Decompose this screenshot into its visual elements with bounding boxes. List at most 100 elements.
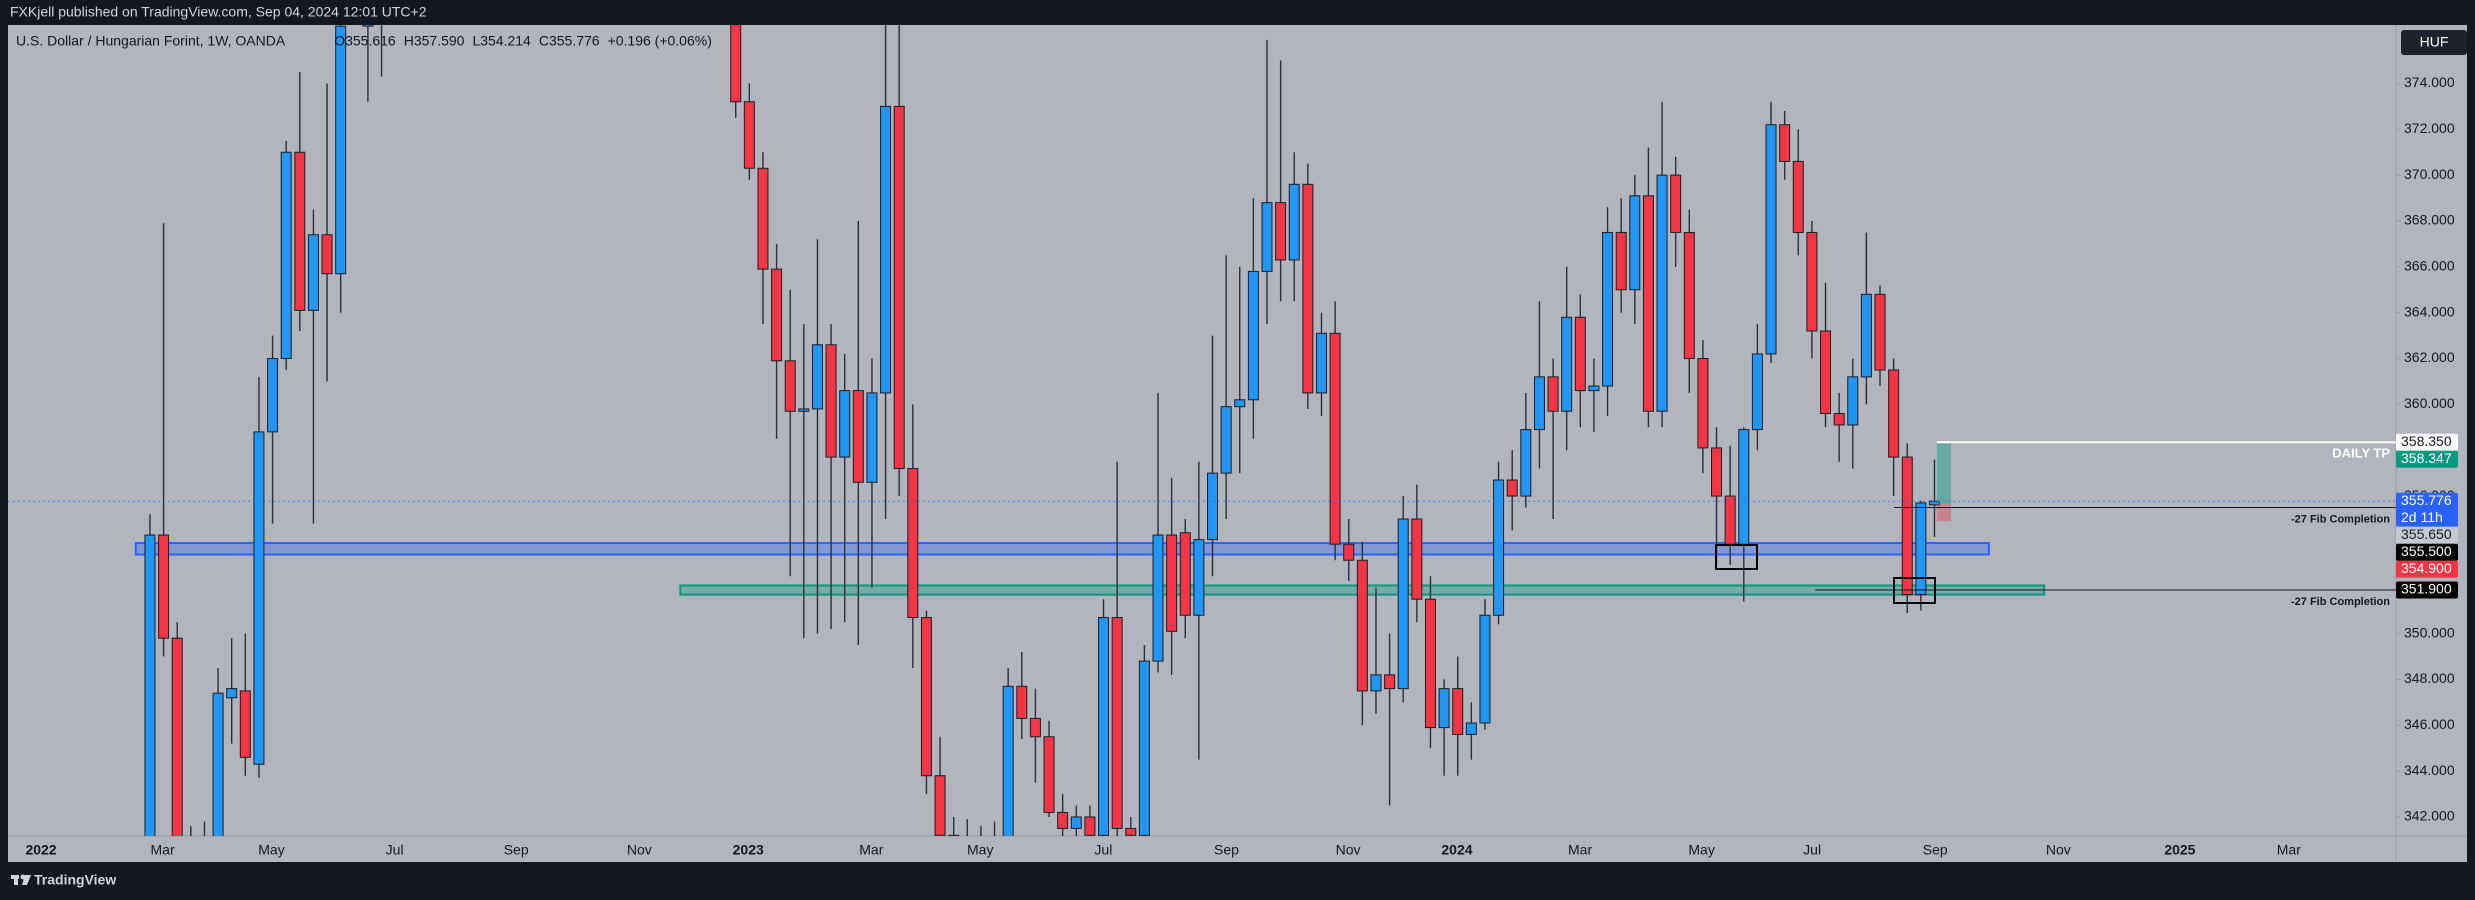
price-tag-countdown: 2d 11h [2401, 509, 2443, 525]
y-tick-label: 372.000 [2404, 120, 2455, 136]
candle-body [825, 344, 837, 458]
y-tick-label: 366.000 [2404, 258, 2455, 274]
y-tick-label: 348.000 [2404, 670, 2455, 686]
price-tag-label: 355.650 [2401, 526, 2452, 542]
x-tick-label: 2025 [2164, 842, 2195, 858]
candle-body [893, 105, 905, 470]
plot-area [8, 25, 2396, 836]
candle-body [335, 25, 347, 275]
position-stop [1936, 504, 1952, 522]
price-tag [2396, 433, 2458, 451]
candle-body [866, 392, 878, 483]
x-tick-label: Jul [1094, 842, 1112, 858]
candle-body [1220, 406, 1232, 474]
candle-body [1561, 316, 1573, 412]
y-tick-label: 362.000 [2404, 349, 2455, 365]
candle-body [1765, 124, 1777, 355]
x-tick-label: Mar [859, 842, 883, 858]
candle-body [1629, 195, 1641, 291]
candle-body [1234, 399, 1246, 408]
x-tick-label: Sep [1923, 842, 1948, 858]
ohlc-value: L354.214 [472, 33, 531, 49]
candle-body [1315, 332, 1327, 394]
candle-body [934, 775, 946, 836]
candle-body [294, 151, 306, 311]
candle-body [1493, 479, 1505, 616]
candle-body [1697, 358, 1709, 449]
price-tag-label: 358.350 [2401, 433, 2452, 449]
candle-body [1356, 559, 1368, 692]
candle-body [1329, 332, 1341, 545]
x-tick-label: Mar [151, 842, 175, 858]
x-tick-label: 2024 [1441, 842, 1472, 858]
candle-body [784, 360, 796, 412]
candle-body [1138, 660, 1150, 836]
price-tag-label: 358.347 [2401, 450, 2452, 466]
candle-body [280, 151, 292, 360]
x-tick-label: Mar [2277, 842, 2301, 858]
candle-body [226, 688, 238, 699]
candle-body [1302, 183, 1314, 394]
candle-body [948, 834, 960, 836]
candle-body [839, 390, 851, 458]
overlay: DAILY TP -27 Fib Completion -27 Fib Comple… [1715, 441, 2396, 608]
ohlc-value: O355.616 [334, 33, 396, 49]
logo-part [14, 875, 18, 885]
candle-body [1547, 376, 1559, 412]
x-tick-label: Sep [1214, 842, 1239, 858]
currency-badge[interactable] [2401, 30, 2467, 55]
candle-body [362, 25, 374, 27]
position-target [1936, 442, 1952, 505]
x-tick-label: 2022 [25, 842, 56, 858]
candle-body [1738, 429, 1750, 545]
logo-part [22, 875, 31, 885]
candle-body [743, 101, 755, 169]
candle-body [267, 358, 279, 433]
candle-body [1411, 518, 1423, 600]
ohlc-value: C355.776 [539, 33, 600, 49]
candle-body [1479, 614, 1491, 724]
x-tick-label: Jul [386, 842, 404, 858]
x-tick-label: May [967, 842, 993, 858]
candle-body [1247, 270, 1259, 401]
y-tick-label: 344.000 [2404, 762, 2455, 778]
price-tag-label: 355.776 [2401, 492, 2452, 508]
candle-body [1588, 385, 1600, 392]
ohlc-value: H357.590 [404, 33, 465, 49]
support-zone [134, 542, 1990, 556]
candle-body [1779, 124, 1791, 162]
candle-body [757, 167, 769, 270]
candle-body [1520, 429, 1532, 497]
ohlc-value: +0.196 (+0.06%) [608, 33, 712, 49]
candle-body [1098, 617, 1110, 836]
y-tick-label: 346.000 [2404, 716, 2455, 732]
candle-body [1602, 231, 1614, 387]
price-tag [2396, 560, 2458, 578]
x-tick-label: Mar [1568, 842, 1592, 858]
currency-label: HUF [2420, 34, 2449, 50]
y-tick-label: 364.000 [2404, 303, 2455, 319]
candle-body [1915, 502, 1927, 596]
ohlc-legend: O355.616 H357.590 L354.214 C355.776 +0.196 (… [334, 33, 712, 49]
price-tag [2396, 526, 2458, 544]
candle-body [907, 468, 919, 619]
candle-body [253, 431, 265, 765]
candle-body [730, 25, 742, 103]
x-tick-label: Jul [1803, 842, 1821, 858]
candle-body [1533, 376, 1545, 431]
candle-body [1642, 195, 1654, 412]
brand-name: TradingView [34, 872, 116, 888]
x-tick-label: Nov [2046, 842, 2071, 858]
candle-body [1574, 316, 1586, 392]
candle-body [1888, 369, 1900, 458]
candle-body [1152, 534, 1164, 662]
x-tick-label: Nov [1336, 842, 1361, 858]
y-tick-label: 350.000 [2404, 624, 2455, 640]
symbol-title: U.S. Dollar / Hungarian Forint, 1W, OAND… [16, 33, 286, 49]
candle-body [1016, 685, 1028, 719]
y-tick-label: 370.000 [2404, 166, 2455, 182]
candle-body [1670, 174, 1682, 233]
x-tick-label: 2023 [733, 842, 764, 858]
